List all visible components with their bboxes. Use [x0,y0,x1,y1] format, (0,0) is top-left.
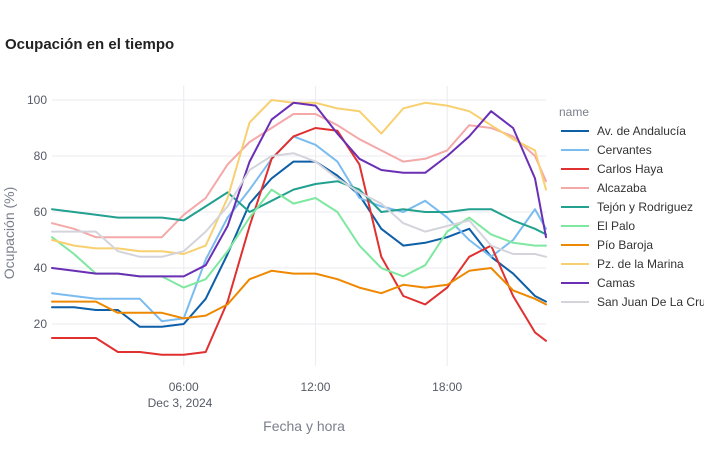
legend-item-label: San Juan De La Cruz [597,295,704,309]
series-line-6 [51,267,547,320]
legend-item-label: Alcazaba [597,181,647,195]
legend-item-label: Cervantes [597,143,652,157]
series-line-3 [51,113,547,239]
series-line-7 [51,99,547,255]
legend-item-label: Tejón y Rodriguez [597,200,693,214]
series-line-4 [51,180,547,236]
legend-item-label: Carlos Haya [597,162,663,176]
legend-item-label: Pío Baroja [597,238,653,252]
series-line-2 [51,127,547,356]
series-line-9 [51,152,547,258]
series-lines [51,99,547,356]
series-line-8 [51,101,547,278]
y-axis-ticks: 20 40 60 80 100 [27,93,47,331]
y-tick-label: 80 [34,149,48,163]
series-line-0 [51,160,547,328]
x-axis-ticks: 06:00 12:00 18:00 [169,380,463,394]
legend-item-label: Camas [597,276,635,290]
x-tick-label: 18:00 [432,380,462,394]
x-date-label: Dec 3, 2024 [148,396,213,410]
legend-item-label: Pz. de la Marina [597,257,684,271]
legend-item-label: Av. de Andalucía [597,124,686,138]
x-tick-label: 06:00 [169,380,199,394]
legend-title: name [559,105,589,119]
x-tick-label: 12:00 [300,380,330,394]
chart-title: Ocupación en el tiempo [5,36,175,53]
legend-item-label: El Palo [597,219,635,233]
gridlines [52,86,546,366]
y-tick-label: 60 [34,205,48,219]
series-line-1 [51,135,547,323]
x-axis-title: Fecha y hora [263,418,345,434]
legend: name Av. de Andalucía Cervantes Carlos Hay… [559,105,704,309]
y-tick-label: 20 [34,317,48,331]
y-tick-label: 100 [27,93,47,107]
y-tick-label: 40 [34,261,48,275]
y-axis-title: Ocupación (%) [1,187,17,280]
